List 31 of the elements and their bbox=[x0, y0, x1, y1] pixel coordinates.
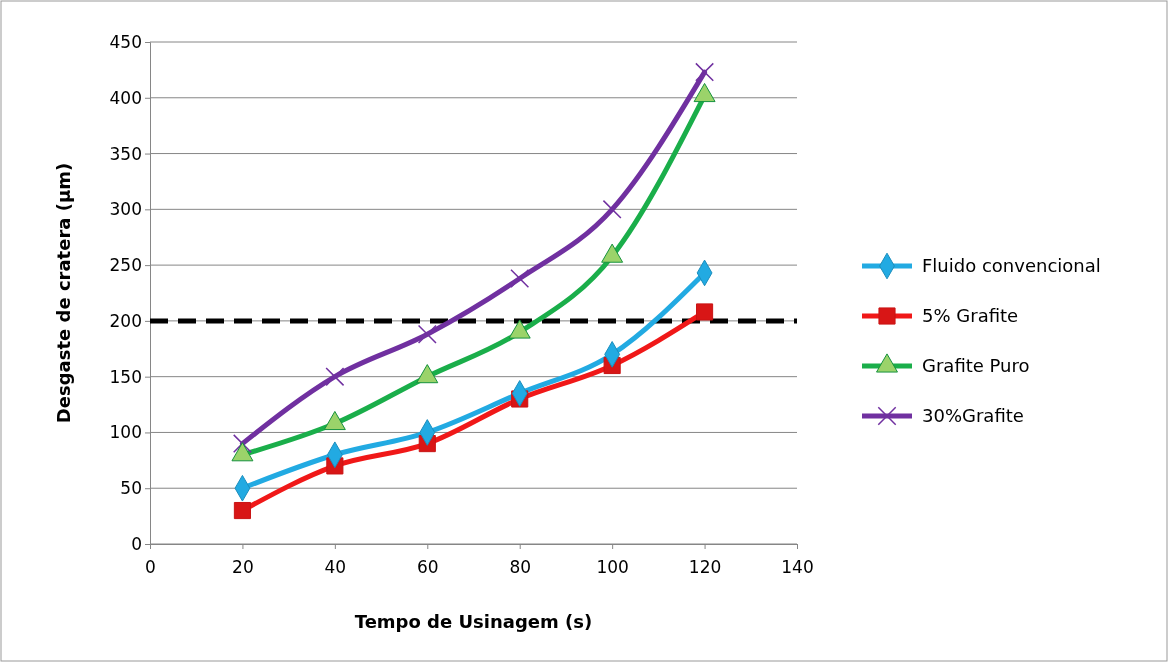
legend-label: 30%Grafite bbox=[922, 405, 1024, 426]
x-tick-label: 20 bbox=[232, 557, 254, 578]
point bbox=[233, 501, 251, 520]
y-tick-label: 100 bbox=[109, 422, 142, 443]
y-tick-label: 150 bbox=[109, 366, 142, 387]
point bbox=[695, 62, 715, 82]
x-axis-title: Tempo de Usinagem (s) bbox=[354, 611, 593, 632]
point bbox=[510, 269, 530, 288]
legend-label: 5% Grafite bbox=[922, 305, 1019, 326]
x-tick-label: 40 bbox=[324, 557, 347, 578]
x-tick-label: 140 bbox=[781, 557, 814, 578]
x-tick-label: 80 bbox=[509, 557, 532, 578]
x-tick-label: 120 bbox=[688, 557, 722, 578]
y-tick-label: 250 bbox=[109, 255, 142, 276]
x-tick-label: 100 bbox=[596, 557, 629, 578]
y-tick-label: 50 bbox=[120, 478, 142, 499]
y-tick-label: 0 bbox=[131, 533, 142, 554]
y-tick-label: 200 bbox=[109, 310, 142, 331]
point bbox=[696, 303, 714, 321]
y-tick-label: 450 bbox=[109, 31, 142, 52]
y-tick-label: 350 bbox=[109, 143, 142, 164]
y-tick-label: 400 bbox=[109, 87, 142, 108]
point bbox=[325, 367, 345, 387]
x-tick-label: 0 bbox=[145, 557, 156, 578]
x-tick-label: 60 bbox=[416, 557, 439, 578]
legend-label: Grafite Puro bbox=[922, 355, 1030, 376]
legend-label: Fluido convencional bbox=[922, 255, 1101, 276]
point bbox=[232, 434, 252, 454]
y-tick-label: 300 bbox=[109, 199, 142, 220]
point bbox=[417, 324, 437, 344]
y-axis-title: Desgaste de cratera (µm) bbox=[53, 162, 74, 424]
